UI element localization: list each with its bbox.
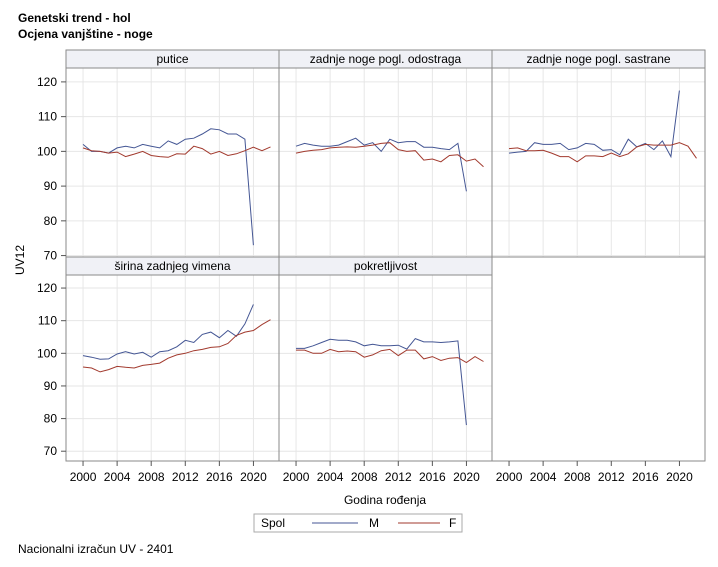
plot-background xyxy=(279,275,492,461)
y-tick-label: 110 xyxy=(38,110,57,124)
x-tick-label: 2016 xyxy=(419,470,446,484)
panel-title: putice xyxy=(156,52,188,66)
x-tick-label: 2004 xyxy=(530,470,557,484)
x-axis-label: Godina rođenja xyxy=(344,493,426,507)
x-tick-label: 2020 xyxy=(666,470,693,484)
legend-label-m: M xyxy=(369,516,379,530)
x-tick-label: 2004 xyxy=(317,470,344,484)
plot-background xyxy=(492,68,705,266)
panel-title: pokretljivost xyxy=(354,259,418,273)
legend-title: Spol xyxy=(261,516,285,530)
y-tick-label: 120 xyxy=(37,281,57,295)
chart-subtitle: Ocjena vanjštine - noge xyxy=(18,27,153,41)
x-tick-label: 2016 xyxy=(632,470,659,484)
y-tick-label: 120 xyxy=(37,75,57,89)
series-line-m xyxy=(508,90,680,159)
x-tick-label: 2016 xyxy=(206,470,233,484)
panel-title: zadnje noge pogl. odostraga xyxy=(310,52,462,66)
x-tick-label: 2012 xyxy=(172,470,199,484)
series-line-f xyxy=(82,145,271,158)
series-line-m xyxy=(295,137,467,192)
empty-cell xyxy=(491,256,706,462)
y-tick-label: 100 xyxy=(37,346,57,360)
series-line-m xyxy=(82,128,254,246)
panel-title: širina zadnjeg vimena xyxy=(114,259,230,273)
legend-label-f: F xyxy=(449,516,456,530)
y-tick-label: 70 xyxy=(44,444,58,458)
series-line-m xyxy=(82,304,254,360)
series-line-m xyxy=(296,338,467,426)
y-tick-label: 90 xyxy=(44,179,58,193)
y-tick-label: 110 xyxy=(38,314,57,328)
chart-title: Genetski trend - hol xyxy=(18,11,131,25)
plot-background xyxy=(279,68,492,266)
y-axis-label: UV12 xyxy=(13,245,27,275)
y-tick-label: 90 xyxy=(44,379,58,393)
plot-background xyxy=(66,68,279,266)
series-line-f xyxy=(295,142,484,168)
x-tick-label: 2004 xyxy=(104,470,131,484)
x-tick-label: 2000 xyxy=(283,470,310,484)
x-tick-label: 2020 xyxy=(240,470,267,484)
series-line-f xyxy=(82,319,271,373)
y-tick-label: 70 xyxy=(44,249,58,263)
series-line-f xyxy=(296,348,484,364)
series-line-f xyxy=(508,142,697,163)
y-tick-label: 100 xyxy=(37,144,57,158)
x-tick-label: 2008 xyxy=(138,470,165,484)
x-tick-label: 2000 xyxy=(496,470,523,484)
x-tick-label: 2000 xyxy=(70,470,97,484)
y-tick-label: 80 xyxy=(44,214,58,228)
x-tick-label: 2012 xyxy=(598,470,625,484)
x-tick-label: 2008 xyxy=(564,470,591,484)
x-tick-label: 2012 xyxy=(385,470,412,484)
y-tick-label: 80 xyxy=(44,412,58,426)
panel-title: zadnje noge pogl. sastrane xyxy=(526,52,670,66)
x-tick-label: 2008 xyxy=(351,470,378,484)
plot-background xyxy=(66,275,279,461)
footnote: Nacionalni izračun UV - 2401 xyxy=(18,542,174,556)
x-tick-label: 2020 xyxy=(453,470,480,484)
